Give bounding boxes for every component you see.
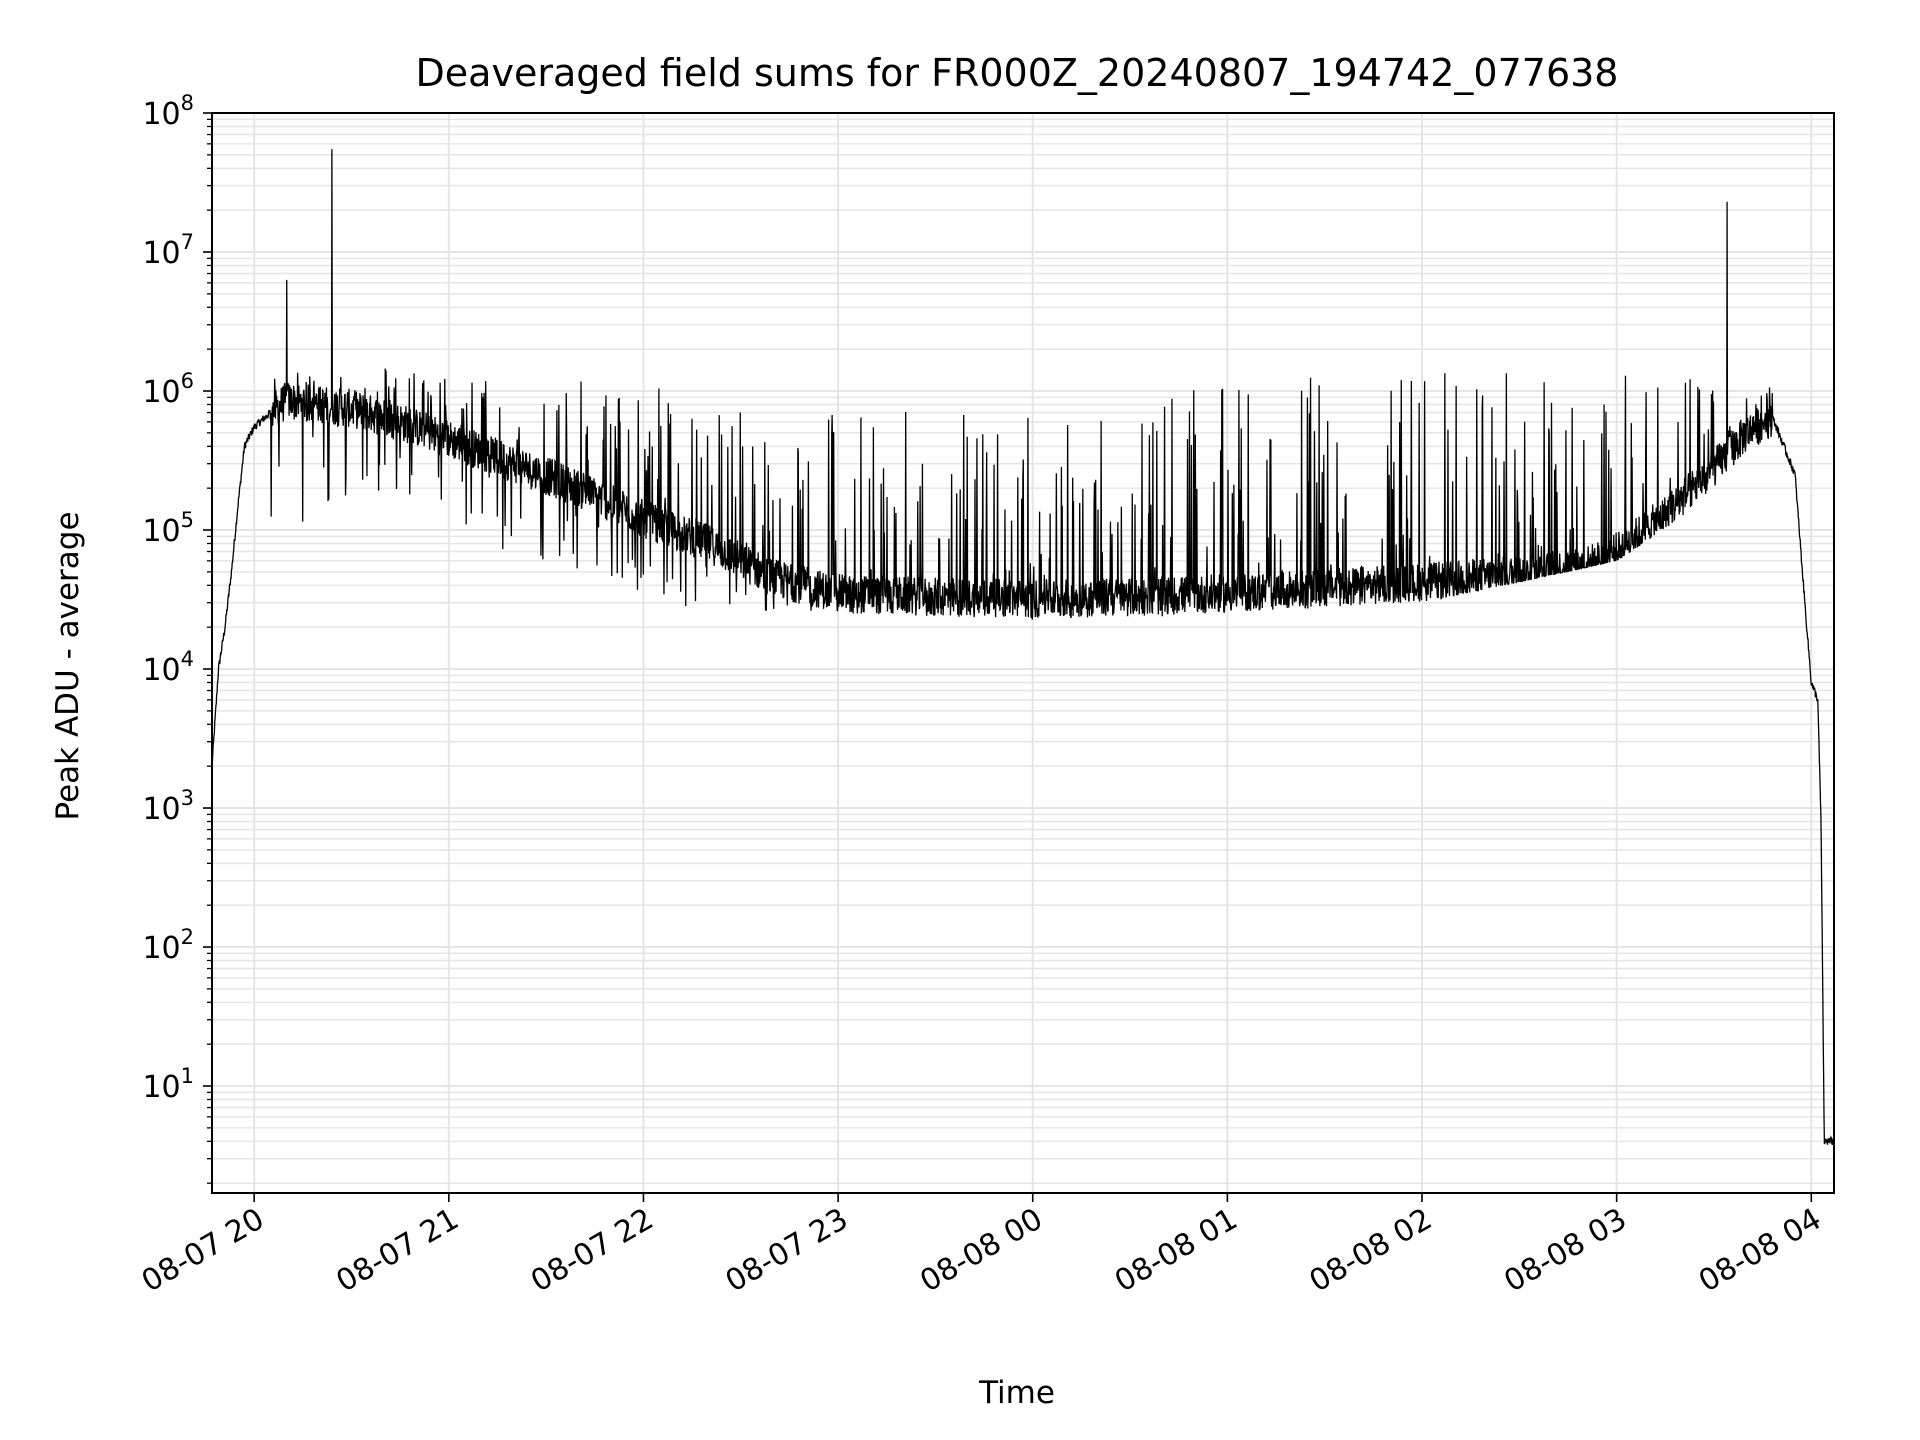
y-tick-label: 106 [142, 369, 194, 410]
y-tick-label: 101 [142, 1064, 194, 1105]
y-tick-label: 108 [142, 91, 194, 132]
y-axis-label: Peak ADU - average [50, 511, 86, 820]
series-line [211, 149, 1834, 1146]
y-tick-label: 104 [142, 647, 194, 688]
plot-frame [211, 112, 1835, 1194]
chart-title: Deaveraged field sums for FR000Z_2024080… [416, 51, 1619, 95]
y-tick-label: 107 [142, 230, 194, 271]
grid [212, 112, 1834, 1193]
y-axis: 101 102 103 104 105 106 107 108 [142, 91, 212, 1184]
y-tick-label: 102 [142, 925, 194, 966]
y-tick-label: 105 [142, 508, 194, 549]
x-axis-label: Time [978, 1375, 1055, 1411]
y-tick-label: 103 [142, 786, 194, 827]
